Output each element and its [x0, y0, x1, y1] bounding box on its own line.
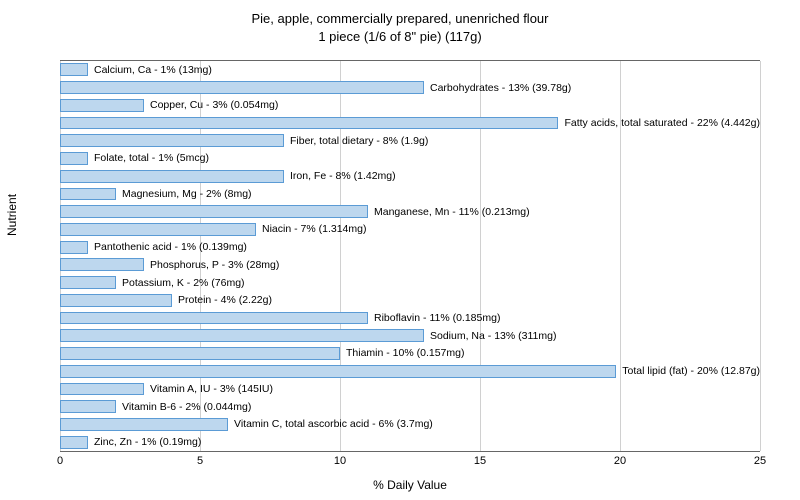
bar: [60, 294, 172, 307]
bar-label: Manganese, Mn - 11% (0.213mg): [374, 206, 530, 218]
bar-label: Fatty acids, total saturated - 22% (4.44…: [564, 117, 760, 129]
bar-row: Folate, total - 1% (5mcg): [60, 152, 760, 165]
nutrition-chart: Pie, apple, commercially prepared, unenr…: [0, 0, 800, 500]
chart-title: Pie, apple, commercially prepared, unenr…: [0, 0, 800, 46]
bar-label: Iron, Fe - 8% (1.42mg): [290, 170, 396, 182]
bar-label: Riboflavin - 11% (0.185mg): [374, 312, 500, 324]
bar-row: Sodium, Na - 13% (311mg): [60, 329, 760, 342]
bar-row: Vitamin B-6 - 2% (0.044mg): [60, 400, 760, 413]
bar: [60, 329, 424, 342]
bar-label: Phosphorus, P - 3% (28mg): [150, 259, 279, 271]
x-axis-label: % Daily Value: [60, 478, 760, 492]
bar-row: Vitamin C, total ascorbic acid - 6% (3.7…: [60, 418, 760, 431]
bar-row: Thiamin - 10% (0.157mg): [60, 347, 760, 360]
bar: [60, 99, 144, 112]
bar-row: Carbohydrates - 13% (39.78g): [60, 81, 760, 94]
bar-row: Total lipid (fat) - 20% (12.87g): [60, 365, 760, 378]
bar-label: Potassium, K - 2% (76mg): [122, 277, 245, 289]
bar-label: Total lipid (fat) - 20% (12.87g): [622, 365, 760, 377]
bar-row: Iron, Fe - 8% (1.42mg): [60, 170, 760, 183]
bar: [60, 276, 116, 289]
chart-title-line2: 1 piece (1/6 of 8" pie) (117g): [318, 29, 481, 44]
bar-label: Sodium, Na - 13% (311mg): [430, 330, 556, 342]
x-tick-label: 20: [614, 455, 626, 467]
bar: [60, 418, 228, 431]
bar-row: Copper, Cu - 3% (0.054mg): [60, 99, 760, 112]
gridline: [760, 61, 761, 451]
bar-row: Potassium, K - 2% (76mg): [60, 276, 760, 289]
bar-row: Fiber, total dietary - 8% (1.9g): [60, 134, 760, 147]
bar: [60, 81, 424, 94]
bar: [60, 223, 256, 236]
x-tick-label: 5: [197, 455, 203, 467]
bar-row: Niacin - 7% (1.314mg): [60, 223, 760, 236]
bar-label: Pantothenic acid - 1% (0.139mg): [94, 241, 247, 253]
bar-label: Vitamin B-6 - 2% (0.044mg): [122, 401, 251, 413]
bar: [60, 170, 284, 183]
bar: [60, 134, 284, 147]
bar-label: Thiamin - 10% (0.157mg): [346, 347, 464, 359]
bar: [60, 347, 340, 360]
chart-title-line1: Pie, apple, commercially prepared, unenr…: [252, 11, 549, 26]
bar: [60, 241, 88, 254]
bar-row: Zinc, Zn - 1% (0.19mg): [60, 436, 760, 449]
bar: [60, 205, 368, 218]
bar-label: Folate, total - 1% (5mcg): [94, 152, 209, 164]
x-tick-label: 25: [754, 455, 766, 467]
bar: [60, 63, 88, 76]
bar-label: Protein - 4% (2.22g): [178, 294, 272, 306]
x-tick-label: 10: [334, 455, 346, 467]
plot-area: 0510152025Calcium, Ca - 1% (13mg)Carbohy…: [60, 60, 760, 452]
bar-row: Protein - 4% (2.22g): [60, 294, 760, 307]
bar-row: Manganese, Mn - 11% (0.213mg): [60, 205, 760, 218]
bar: [60, 258, 144, 271]
bar: [60, 383, 144, 396]
bar-row: Magnesium, Mg - 2% (8mg): [60, 188, 760, 201]
bar: [60, 436, 88, 449]
bar: [60, 312, 368, 325]
bar-row: Calcium, Ca - 1% (13mg): [60, 63, 760, 76]
bar-label: Fiber, total dietary - 8% (1.9g): [290, 135, 428, 147]
bar-label: Zinc, Zn - 1% (0.19mg): [94, 436, 201, 448]
bar: [60, 117, 558, 130]
bar: [60, 188, 116, 201]
y-axis-label: Nutrient: [5, 194, 19, 236]
bar-label: Copper, Cu - 3% (0.054mg): [150, 99, 278, 111]
bar-row: Vitamin A, IU - 3% (145IU): [60, 383, 760, 396]
bar: [60, 152, 88, 165]
x-tick-label: 0: [57, 455, 63, 467]
bar-row: Riboflavin - 11% (0.185mg): [60, 312, 760, 325]
bar-row: Phosphorus, P - 3% (28mg): [60, 258, 760, 271]
x-tick-label: 15: [474, 455, 486, 467]
bar-label: Niacin - 7% (1.314mg): [262, 223, 366, 235]
bar-label: Vitamin C, total ascorbic acid - 6% (3.7…: [234, 418, 433, 430]
bar-row: Pantothenic acid - 1% (0.139mg): [60, 241, 760, 254]
bar: [60, 400, 116, 413]
bar: [60, 365, 616, 378]
bar-row: Fatty acids, total saturated - 22% (4.44…: [60, 117, 760, 130]
bar-label: Magnesium, Mg - 2% (8mg): [122, 188, 252, 200]
bar-label: Carbohydrates - 13% (39.78g): [430, 82, 571, 94]
bar-label: Vitamin A, IU - 3% (145IU): [150, 383, 273, 395]
bar-label: Calcium, Ca - 1% (13mg): [94, 64, 212, 76]
